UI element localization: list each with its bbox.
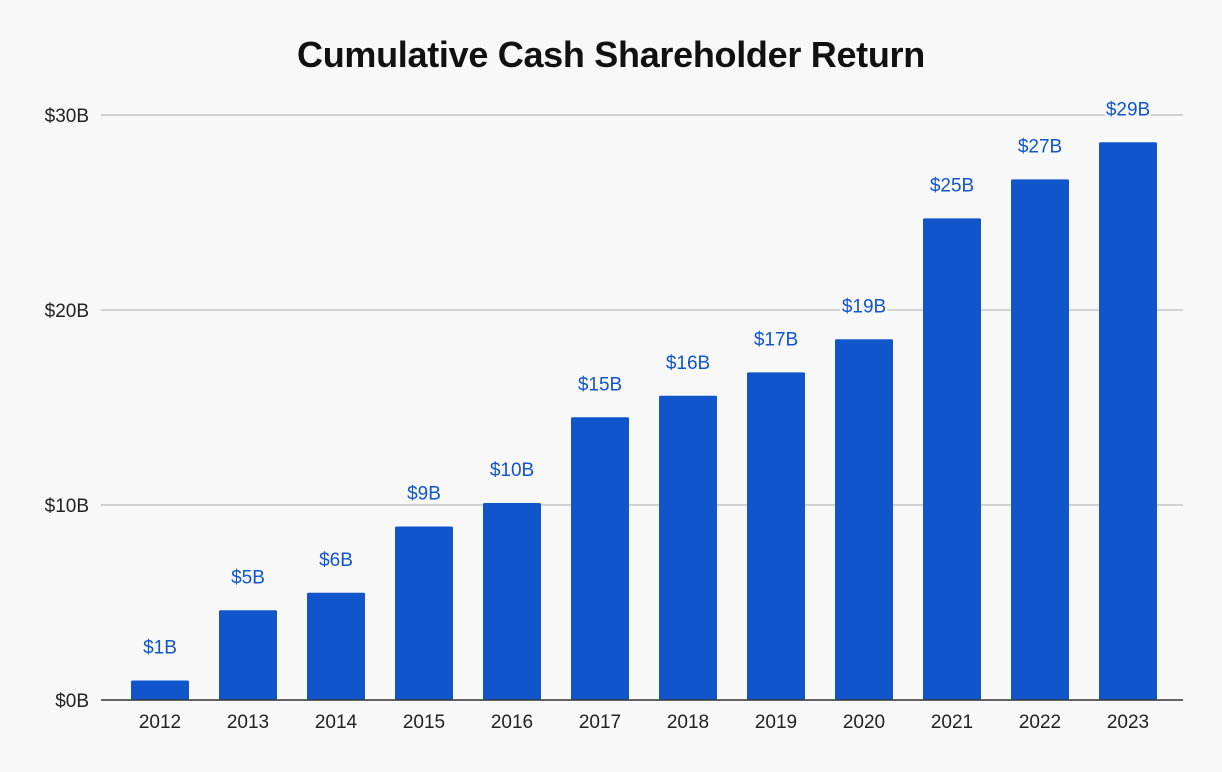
bar-2014: [307, 592, 365, 700]
data-label-2020: $19B: [842, 296, 886, 317]
data-label-2013: $5B: [231, 567, 265, 588]
bar-2019: [747, 372, 805, 700]
x-tick-label: 2018: [667, 712, 709, 733]
bar-2016: [483, 503, 541, 700]
x-tick-label: 2014: [315, 712, 358, 733]
data-label-2012: $1B: [143, 638, 177, 659]
bars: [131, 142, 1157, 701]
bar-2021: [923, 218, 981, 700]
data-label-2021: $25B: [930, 175, 974, 196]
bar-2012: [131, 680, 189, 700]
x-tick-label: 2012: [139, 712, 181, 733]
y-tick-label: $30B: [45, 106, 89, 127]
x-tick-label: 2022: [1019, 712, 1061, 733]
data-label-2015: $9B: [407, 483, 441, 504]
bar-2023: [1099, 142, 1157, 701]
data-label-2014: $6B: [319, 550, 353, 571]
y-tick-label: $10B: [45, 496, 89, 517]
bar-2015: [395, 526, 453, 700]
data-label-2022: $27B: [1018, 136, 1062, 157]
y-axis-ticks: $0B $10B $20B $30B: [45, 106, 89, 712]
bar-2022: [1011, 179, 1069, 701]
x-tick-label: 2019: [755, 712, 797, 733]
gridlines: [101, 114, 1183, 506]
data-label-2018: $16B: [666, 353, 710, 374]
x-tick-label: 2021: [931, 712, 973, 733]
x-tick-label: 2015: [403, 712, 445, 733]
x-tick-label: 2017: [579, 712, 621, 733]
bar-2013: [219, 610, 277, 700]
data-label-2016: $10B: [490, 460, 534, 481]
chart-title: Cumulative Cash Shareholder Return: [297, 34, 925, 75]
data-labels: $1B $5B $6B $9B $10B $15B $16B $17B $19B $25B $27B…: [141, 97, 1153, 661]
data-label-2017: $15B: [578, 374, 622, 395]
x-tick-label: 2016: [491, 712, 533, 733]
bar-2020: [835, 339, 893, 700]
x-tick-label: 2013: [227, 712, 269, 733]
bar-2017: [571, 417, 629, 700]
bar-2018: [659, 395, 717, 700]
y-tick-label: $0B: [55, 691, 89, 712]
y-tick-label: $20B: [45, 301, 89, 322]
data-label-2019: $17B: [754, 329, 798, 350]
x-tick-label: 2023: [1107, 712, 1149, 733]
data-label-2023: $29B: [1106, 99, 1150, 120]
x-tick-label: 2020: [843, 712, 885, 733]
x-axis-ticks: 2012 2013 2014 2015 2016 2017 2018 2019 2020 2021…: [139, 712, 1149, 733]
